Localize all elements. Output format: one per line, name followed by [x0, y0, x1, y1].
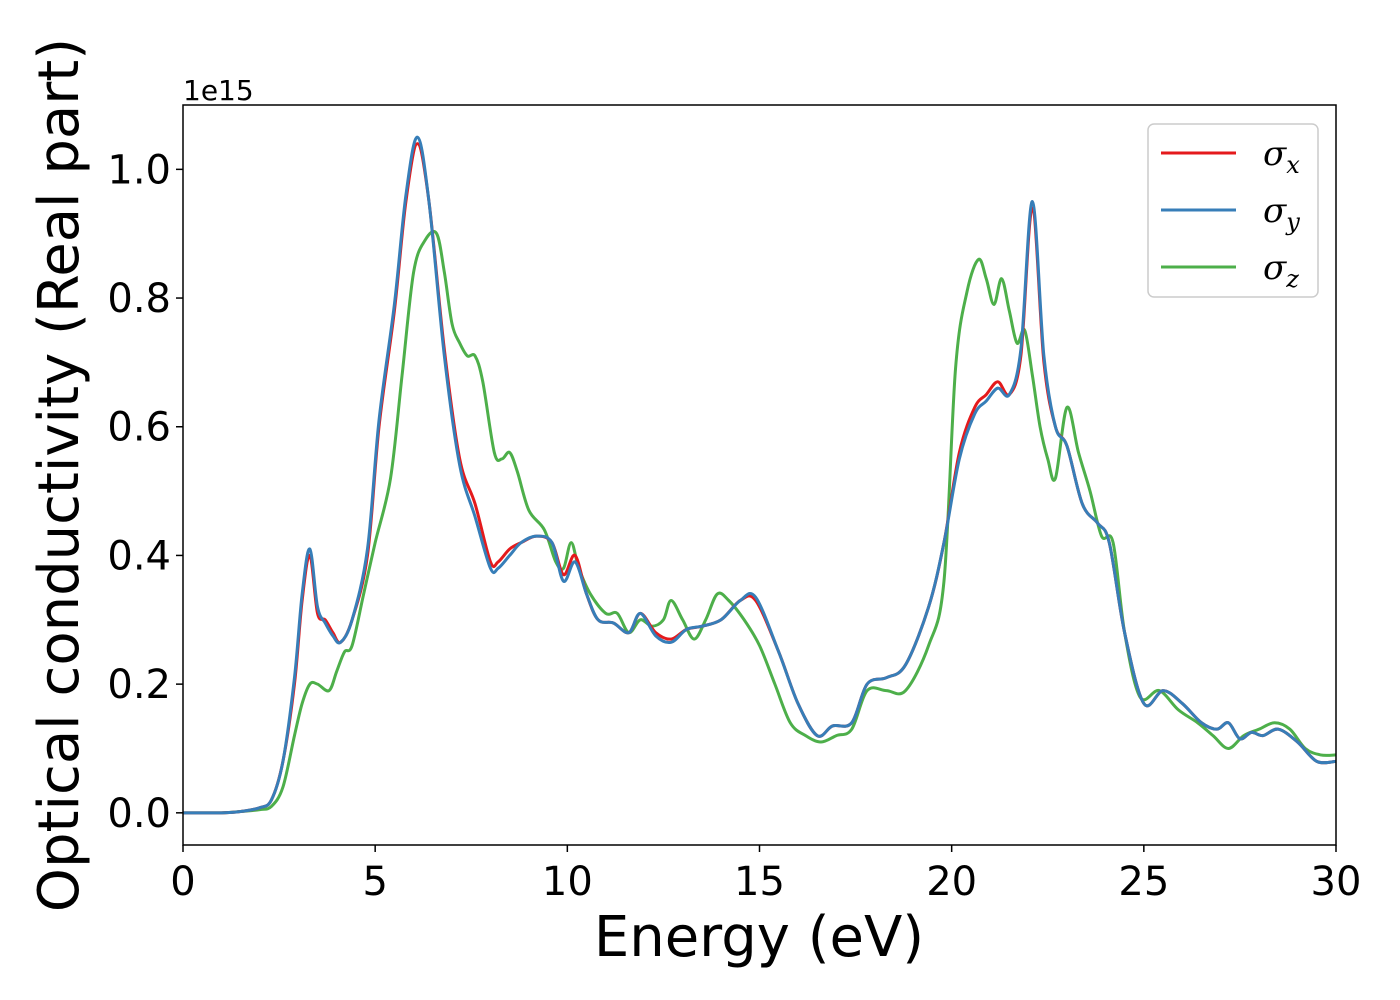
x-tick-label: 15: [734, 859, 785, 905]
y-tick-label: 0.6: [107, 405, 171, 451]
x-axis-label: Energy (eV): [594, 905, 924, 970]
x-tick-label: 30: [1311, 859, 1362, 905]
x-tick-label: 20: [926, 859, 977, 905]
legend-label-x: σx: [1263, 134, 1300, 179]
y-tick-label: 0.4: [107, 533, 171, 579]
x-tick-label: 25: [1118, 859, 1169, 905]
y-tick-label: 0.0: [107, 791, 171, 837]
x-tick-label: 0: [170, 859, 195, 905]
legend-label-y: σy: [1263, 191, 1300, 236]
x-axis-ticks: 0 5 10 15 20 25 30: [170, 845, 1361, 905]
y-tick-label: 1.0: [107, 147, 171, 193]
y-tick-label: 0.8: [107, 276, 171, 322]
y-axis-ticks: 0.0 0.2 0.4 0.6 0.8 1.0: [107, 147, 183, 837]
y-offset-text: 1e15: [183, 74, 254, 107]
legend-label-z: σz: [1263, 248, 1299, 293]
legend: σx σy σz: [1147, 123, 1319, 298]
y-axis-label: Optical conductivity (Real part): [27, 38, 92, 912]
y-tick-label: 0.2: [107, 662, 171, 708]
series-group: [183, 135, 1336, 815]
x-tick-label: 5: [362, 859, 387, 905]
series-line-y: [183, 135, 1336, 815]
series-line-z: [183, 230, 1336, 815]
x-tick-label: 10: [542, 859, 593, 905]
